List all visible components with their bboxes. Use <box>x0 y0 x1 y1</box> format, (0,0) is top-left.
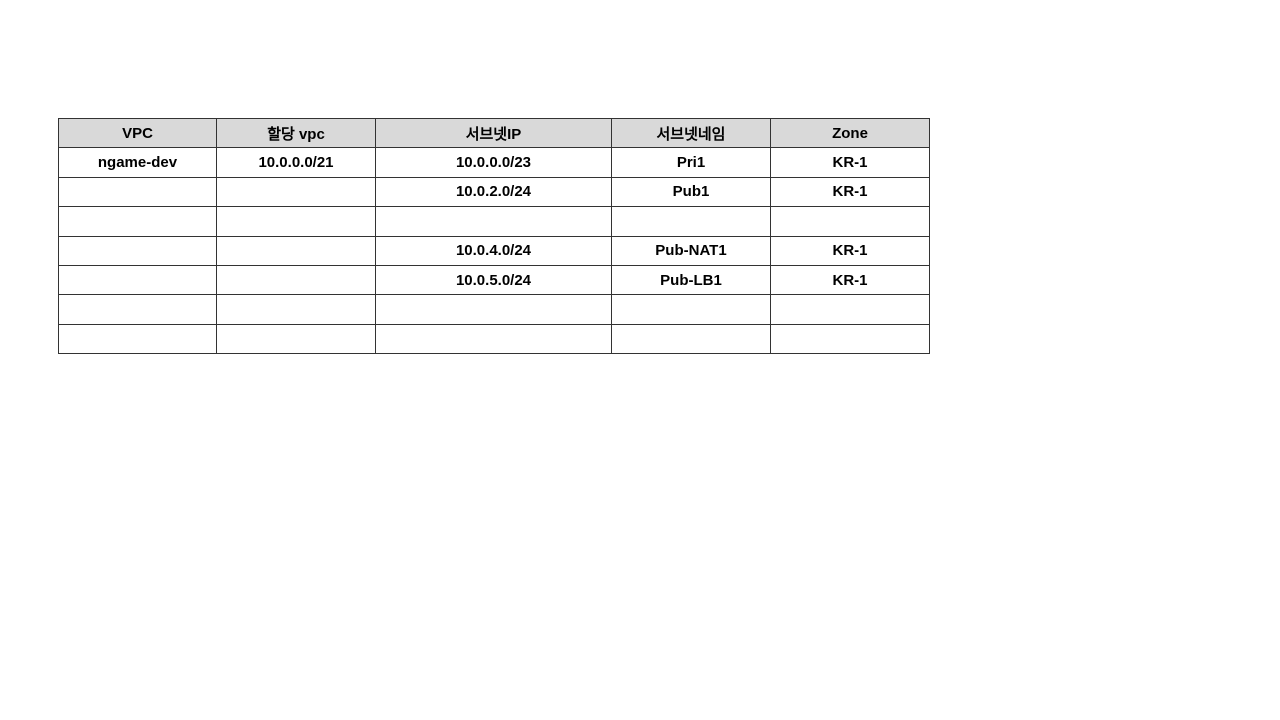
cell-subnet-name: Pub-NAT1 <box>611 235 771 266</box>
cell-allocated-vpc <box>216 235 376 266</box>
cell-vpc <box>58 264 217 296</box>
cell-allocated-vpc <box>216 264 376 296</box>
cell-subnet-name <box>611 323 771 355</box>
cell-zone: KR-1 <box>770 264 930 296</box>
header-allocated-vpc: 할당 vpc <box>216 117 376 149</box>
cell-subnet-name <box>611 294 771 325</box>
table-row: 10.0.2.0/24 Pub1 KR-1 <box>58 176 930 208</box>
cell-allocated-vpc <box>216 176 376 208</box>
table-row <box>58 206 930 237</box>
cell-zone: KR-1 <box>770 176 930 208</box>
cell-vpc <box>58 206 217 237</box>
cell-zone: KR-1 <box>770 235 930 266</box>
cell-allocated-vpc: 10.0.0.0/21 <box>216 147 376 178</box>
cell-zone <box>770 294 930 325</box>
cell-subnet-ip: 10.0.2.0/24 <box>375 176 612 208</box>
cell-zone <box>770 206 930 237</box>
header-subnet-ip: 서브넷IP <box>375 117 612 149</box>
cell-vpc <box>58 323 217 355</box>
cell-zone <box>770 323 930 355</box>
cell-subnet-name: Pub1 <box>611 176 771 208</box>
subnet-table: VPC 할당 vpc 서브넷IP 서브넷네임 Zone ngame-dev 10.0.0.… <box>58 117 930 355</box>
cell-subnet-ip <box>375 206 612 237</box>
table-row: 10.0.4.0/24 Pub-NAT1 KR-1 <box>58 235 930 266</box>
cell-vpc <box>58 294 217 325</box>
cell-subnet-ip <box>375 294 612 325</box>
cell-vpc <box>58 176 217 208</box>
cell-vpc <box>58 235 217 266</box>
cell-subnet-ip: 10.0.5.0/24 <box>375 264 612 296</box>
cell-subnet-ip: 10.0.0.0/23 <box>375 147 612 178</box>
header-vpc: VPC <box>58 117 217 149</box>
cell-subnet-ip: 10.0.4.0/24 <box>375 235 612 266</box>
cell-allocated-vpc <box>216 323 376 355</box>
cell-allocated-vpc <box>216 206 376 237</box>
cell-subnet-name <box>611 206 771 237</box>
table-row: ngame-dev 10.0.0.0/21 10.0.0.0/23 Pri1 KR-1 <box>58 147 930 178</box>
cell-subnet-ip <box>375 323 612 355</box>
header-subnet-name: 서브넷네임 <box>611 117 771 149</box>
cell-subnet-name: Pri1 <box>611 147 771 178</box>
table-row: 10.0.5.0/24 Pub-LB1 KR-1 <box>58 264 930 296</box>
cell-vpc: ngame-dev <box>58 147 217 178</box>
header-row: VPC 할당 vpc 서브넷IP 서브넷네임 Zone <box>58 117 930 149</box>
cell-subnet-name: Pub-LB1 <box>611 264 771 296</box>
cell-zone: KR-1 <box>770 147 930 178</box>
table-row <box>58 323 930 355</box>
table-row <box>58 294 930 325</box>
cell-allocated-vpc <box>216 294 376 325</box>
header-zone: Zone <box>770 117 930 149</box>
